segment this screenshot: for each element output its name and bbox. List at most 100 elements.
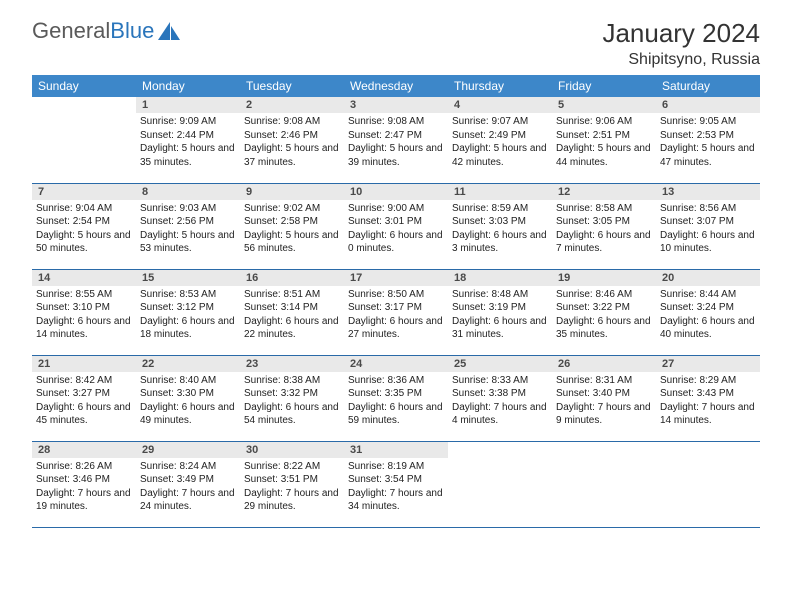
day-number: 27 (656, 356, 760, 372)
day-details: Sunrise: 8:22 AMSunset: 3:51 PMDaylight:… (240, 458, 344, 518)
day-number: 3 (344, 97, 448, 113)
day-number: 20 (656, 270, 760, 286)
day-number: 12 (552, 184, 656, 200)
sunset-line: Sunset: 3:38 PM (452, 387, 548, 401)
day-details: Sunrise: 8:36 AMSunset: 3:35 PMDaylight:… (344, 372, 448, 432)
sunrise-line: Sunrise: 9:05 AM (660, 115, 756, 129)
sunrise-line: Sunrise: 8:29 AM (660, 374, 756, 388)
sunset-line: Sunset: 3:14 PM (244, 301, 340, 315)
sunrise-line: Sunrise: 8:22 AM (244, 460, 340, 474)
sunset-line: Sunset: 2:53 PM (660, 129, 756, 143)
sunset-line: Sunset: 3:05 PM (556, 215, 652, 229)
daylight-line: Daylight: 5 hours and 50 minutes. (36, 229, 132, 256)
day-number: 28 (32, 442, 136, 458)
sunset-line: Sunset: 3:03 PM (452, 215, 548, 229)
day-number: 16 (240, 270, 344, 286)
day-number: 19 (552, 270, 656, 286)
sunrise-line: Sunrise: 8:46 AM (556, 288, 652, 302)
daylight-line: Daylight: 6 hours and 0 minutes. (348, 229, 444, 256)
day-details: Sunrise: 8:38 AMSunset: 3:32 PMDaylight:… (240, 372, 344, 432)
day-details: Sunrise: 8:58 AMSunset: 3:05 PMDaylight:… (552, 200, 656, 260)
brand-text-2: Blue (110, 18, 154, 44)
sunrise-line: Sunrise: 8:19 AM (348, 460, 444, 474)
calendar-day-cell: 6Sunrise: 9:05 AMSunset: 2:53 PMDaylight… (656, 97, 760, 183)
day-details: Sunrise: 8:31 AMSunset: 3:40 PMDaylight:… (552, 372, 656, 432)
sunrise-line: Sunrise: 8:48 AM (452, 288, 548, 302)
day-details: Sunrise: 8:24 AMSunset: 3:49 PMDaylight:… (136, 458, 240, 518)
daylight-line: Daylight: 6 hours and 3 minutes. (452, 229, 548, 256)
day-number: 1 (136, 97, 240, 113)
daylight-line: Daylight: 6 hours and 14 minutes. (36, 315, 132, 342)
daylight-line: Daylight: 6 hours and 40 minutes. (660, 315, 756, 342)
day-number: 11 (448, 184, 552, 200)
brand-logo: GeneralBlue (32, 18, 182, 44)
sunset-line: Sunset: 2:49 PM (452, 129, 548, 143)
sunset-line: Sunset: 2:47 PM (348, 129, 444, 143)
sunset-line: Sunset: 2:44 PM (140, 129, 236, 143)
day-details: Sunrise: 9:00 AMSunset: 3:01 PMDaylight:… (344, 200, 448, 260)
day-details: Sunrise: 9:06 AMSunset: 2:51 PMDaylight:… (552, 113, 656, 173)
daylight-line: Daylight: 6 hours and 27 minutes. (348, 315, 444, 342)
day-details: Sunrise: 9:03 AMSunset: 2:56 PMDaylight:… (136, 200, 240, 260)
sunrise-line: Sunrise: 8:56 AM (660, 202, 756, 216)
day-number: 10 (344, 184, 448, 200)
calendar-day-cell: 31Sunrise: 8:19 AMSunset: 3:54 PMDayligh… (344, 441, 448, 527)
calendar-day-cell: 5Sunrise: 9:06 AMSunset: 2:51 PMDaylight… (552, 97, 656, 183)
sunset-line: Sunset: 3:35 PM (348, 387, 444, 401)
calendar-day-cell: . (32, 97, 136, 183)
calendar-day-cell: 12Sunrise: 8:58 AMSunset: 3:05 PMDayligh… (552, 183, 656, 269)
sunset-line: Sunset: 3:54 PM (348, 473, 444, 487)
day-details: Sunrise: 8:56 AMSunset: 3:07 PMDaylight:… (656, 200, 760, 260)
calendar-day-cell: 3Sunrise: 9:08 AMSunset: 2:47 PMDaylight… (344, 97, 448, 183)
calendar-day-cell: 2Sunrise: 9:08 AMSunset: 2:46 PMDaylight… (240, 97, 344, 183)
sunset-line: Sunset: 3:01 PM (348, 215, 444, 229)
day-details: Sunrise: 8:19 AMSunset: 3:54 PMDaylight:… (344, 458, 448, 518)
daylight-line: Daylight: 5 hours and 47 minutes. (660, 142, 756, 169)
sunset-line: Sunset: 3:24 PM (660, 301, 756, 315)
daylight-line: Daylight: 5 hours and 37 minutes. (244, 142, 340, 169)
calendar-day-cell: 23Sunrise: 8:38 AMSunset: 3:32 PMDayligh… (240, 355, 344, 441)
day-details: Sunrise: 9:04 AMSunset: 2:54 PMDaylight:… (32, 200, 136, 260)
day-number: 14 (32, 270, 136, 286)
calendar-day-cell: 7Sunrise: 9:04 AMSunset: 2:54 PMDaylight… (32, 183, 136, 269)
weekday-header: Monday (136, 75, 240, 97)
calendar-day-cell: 15Sunrise: 8:53 AMSunset: 3:12 PMDayligh… (136, 269, 240, 355)
sunrise-line: Sunrise: 9:06 AM (556, 115, 652, 129)
daylight-line: Daylight: 6 hours and 59 minutes. (348, 401, 444, 428)
calendar-day-cell: 11Sunrise: 8:59 AMSunset: 3:03 PMDayligh… (448, 183, 552, 269)
calendar-week-row: 14Sunrise: 8:55 AMSunset: 3:10 PMDayligh… (32, 269, 760, 355)
calendar-day-cell: 10Sunrise: 9:00 AMSunset: 3:01 PMDayligh… (344, 183, 448, 269)
daylight-line: Daylight: 5 hours and 42 minutes. (452, 142, 548, 169)
day-details: Sunrise: 8:53 AMSunset: 3:12 PMDaylight:… (136, 286, 240, 346)
sunset-line: Sunset: 3:40 PM (556, 387, 652, 401)
daylight-line: Daylight: 6 hours and 18 minutes. (140, 315, 236, 342)
calendar-head: SundayMondayTuesdayWednesdayThursdayFrid… (32, 75, 760, 97)
sunset-line: Sunset: 3:46 PM (36, 473, 132, 487)
sunrise-line: Sunrise: 9:08 AM (348, 115, 444, 129)
sunset-line: Sunset: 2:46 PM (244, 129, 340, 143)
daylight-line: Daylight: 5 hours and 56 minutes. (244, 229, 340, 256)
calendar-week-row: .1Sunrise: 9:09 AMSunset: 2:44 PMDayligh… (32, 97, 760, 183)
day-details: Sunrise: 9:09 AMSunset: 2:44 PMDaylight:… (136, 113, 240, 173)
day-details: Sunrise: 8:42 AMSunset: 3:27 PMDaylight:… (32, 372, 136, 432)
day-details: Sunrise: 9:05 AMSunset: 2:53 PMDaylight:… (656, 113, 760, 173)
sunrise-line: Sunrise: 8:51 AM (244, 288, 340, 302)
day-number: 6 (656, 97, 760, 113)
calendar-day-cell: 30Sunrise: 8:22 AMSunset: 3:51 PMDayligh… (240, 441, 344, 527)
calendar-day-cell: 27Sunrise: 8:29 AMSunset: 3:43 PMDayligh… (656, 355, 760, 441)
calendar-day-cell: 16Sunrise: 8:51 AMSunset: 3:14 PMDayligh… (240, 269, 344, 355)
weekday-header: Friday (552, 75, 656, 97)
day-number: 5 (552, 97, 656, 113)
calendar-day-cell: 20Sunrise: 8:44 AMSunset: 3:24 PMDayligh… (656, 269, 760, 355)
sunrise-line: Sunrise: 9:07 AM (452, 115, 548, 129)
sunset-line: Sunset: 3:07 PM (660, 215, 756, 229)
daylight-line: Daylight: 5 hours and 53 minutes. (140, 229, 236, 256)
sunset-line: Sunset: 3:10 PM (36, 301, 132, 315)
day-number: 22 (136, 356, 240, 372)
day-details: Sunrise: 8:33 AMSunset: 3:38 PMDaylight:… (448, 372, 552, 432)
day-details: Sunrise: 8:40 AMSunset: 3:30 PMDaylight:… (136, 372, 240, 432)
day-details: Sunrise: 8:50 AMSunset: 3:17 PMDaylight:… (344, 286, 448, 346)
sunset-line: Sunset: 2:58 PM (244, 215, 340, 229)
weekday-header: Tuesday (240, 75, 344, 97)
sunset-line: Sunset: 3:32 PM (244, 387, 340, 401)
